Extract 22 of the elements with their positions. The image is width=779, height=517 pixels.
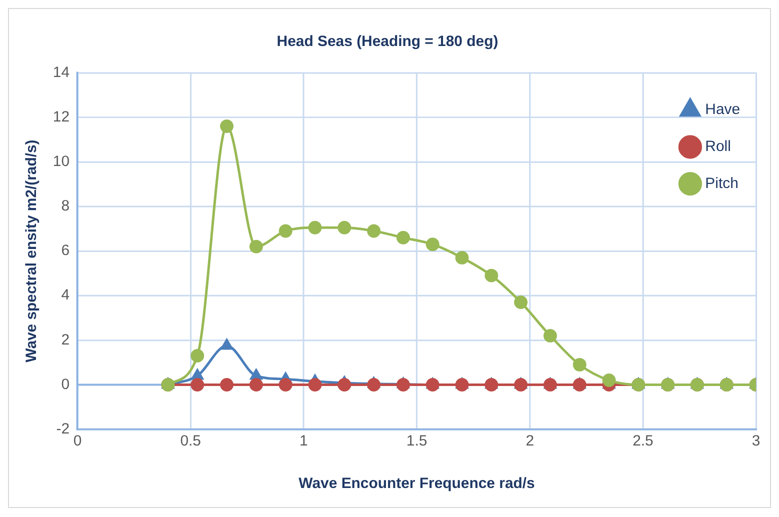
y-tick-label: 14 — [52, 64, 70, 81]
x-tick-label: 1.5 — [406, 432, 428, 450]
x-tick-label: 2 — [526, 432, 534, 450]
y-tick-label: -2 — [56, 420, 70, 438]
x-tick-label: 1 — [300, 432, 308, 450]
y-tick-label: 0 — [61, 376, 70, 393]
y-tick-label: 4 — [61, 286, 70, 304]
y-tick-label: 6 — [61, 242, 70, 260]
legend-label: Have — [705, 101, 740, 118]
legend-label: Pitch — [705, 174, 738, 192]
x-tick-label: 0 — [73, 432, 82, 450]
y-axis-title: Wave spectral ensity m2/(rad/s) — [23, 140, 40, 362]
y-tick-label: 10 — [52, 153, 70, 170]
chart-title: Head Seas (Heading = 180 deg) — [276, 33, 498, 50]
x-axis-title: Wave Encounter Frequence rad/s — [298, 475, 535, 492]
legend-label: Roll — [705, 138, 731, 156]
y-tick-label: 8 — [61, 198, 70, 215]
y-tick-label: 12 — [52, 108, 70, 126]
x-tick-label: 0.5 — [180, 432, 201, 450]
x-tick-label: 3 — [752, 432, 760, 450]
y-tick-label: 2 — [61, 331, 70, 348]
x-tick-label: 2.5 — [632, 432, 654, 450]
